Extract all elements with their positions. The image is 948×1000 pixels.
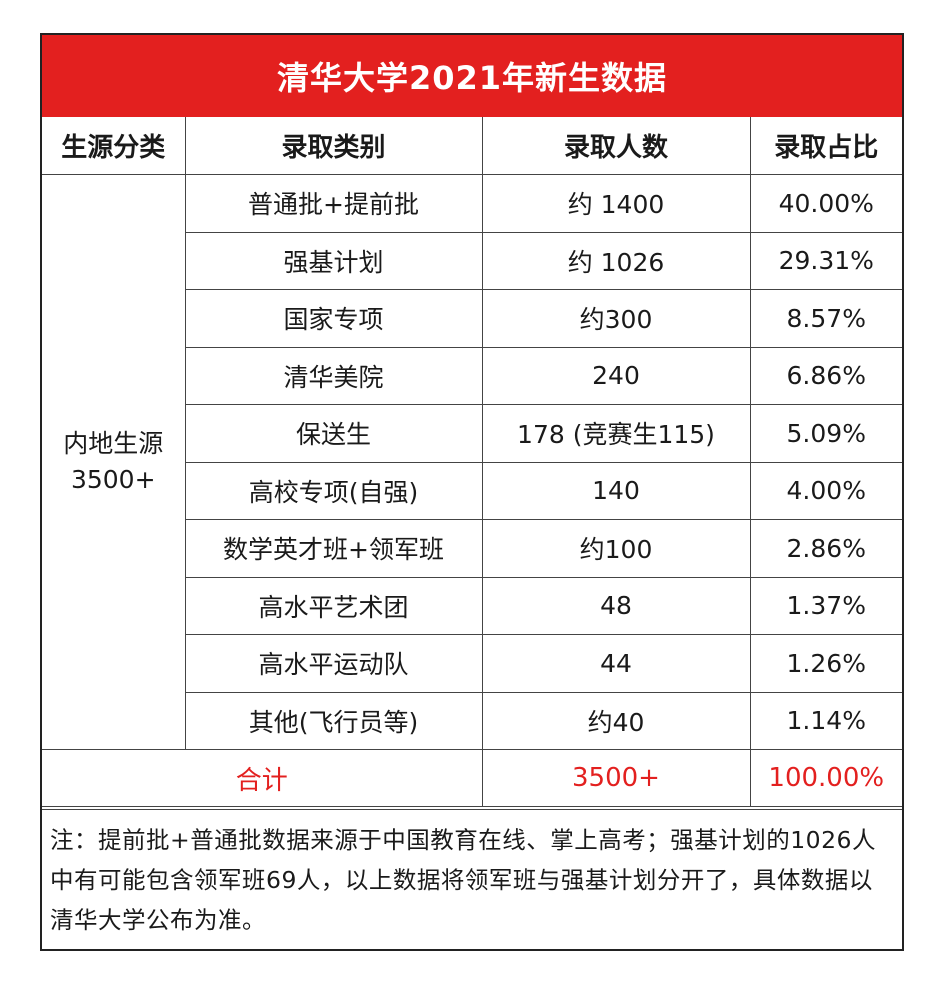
category-cell: 清华美院	[185, 346, 483, 405]
ratio-cell: 40.00%	[749, 174, 902, 233]
category-cell: 保送生	[185, 404, 483, 463]
ratio-cell: 8.57%	[749, 289, 902, 348]
count-cell: 约 1400	[481, 174, 751, 233]
source-group-label: 内地生源	[63, 429, 164, 458]
header-source: 生源分类	[42, 117, 186, 175]
category-cell: 高水平运动队	[185, 634, 483, 693]
header-ratio: 录取占比	[749, 117, 902, 175]
table-row: 数学英才班+领军班 约100 2.86%	[42, 519, 902, 578]
admission-table: 生源分类 录取类别 录取人数 录取占比 内地生源 3500+ 普通批+提前批约 14…	[42, 117, 902, 807]
total-count: 3500+	[481, 749, 751, 807]
category-cell: 国家专项	[185, 289, 483, 348]
table-row: 国家专项 约300 8.57%	[42, 289, 902, 348]
count-cell: 约100	[481, 519, 751, 578]
table-row: 高水平运动队 44 1.26%	[42, 634, 902, 693]
total-label: 合计	[42, 749, 483, 807]
total-row: 合计 3500+ 100.00%	[42, 749, 902, 807]
source-group-count: 3500+	[70, 465, 156, 494]
table-row: 内地生源 3500+ 普通批+提前批约 1400 40.00%	[42, 174, 902, 750]
table-row: 强基计划约 1026 29.31%	[42, 231, 902, 290]
ratio-cell: 1.26%	[749, 634, 902, 693]
category-cell: 数学英才班+领军班	[185, 519, 483, 578]
category-cell: 其他(飞行员等)	[185, 691, 483, 750]
count-cell: 约40	[481, 691, 751, 750]
category-cell: 强基计划	[185, 231, 483, 290]
table-row: 高校专项(自强) 140 4.00%	[42, 461, 902, 520]
footnote: 注：提前批+普通批数据来源于中国教育在线、掌上高考；强基计划的1026人中有可能…	[42, 809, 902, 949]
header-row: 生源分类 录取类别 录取人数 录取占比	[42, 117, 902, 175]
count-cell: 约300	[481, 289, 751, 348]
category-cell: 高校专项(自强)	[185, 461, 483, 520]
category-cell: 高水平艺术团	[185, 576, 483, 635]
ratio-cell: 4.00%	[749, 461, 902, 520]
ratio-cell: 1.37%	[749, 576, 902, 635]
ratio-cell: 1.14%	[749, 691, 902, 750]
count-cell: 240	[481, 346, 751, 405]
table-row: 保送生 178 (竞赛生115) 5.09%	[42, 404, 902, 463]
source-group-cell: 内地生源 3500+	[42, 174, 186, 750]
table-title: 清华大学2021年新生数据	[42, 35, 902, 117]
data-card: 清华大学2021年新生数据 生源分类 录取类别 录取人数 录取占比 内地生源 35…	[40, 33, 904, 951]
count-cell: 约 1026	[481, 231, 751, 290]
table-row: 其他(飞行员等) 约40 1.14%	[42, 691, 902, 750]
category-cell: 普通批+提前批	[184, 174, 483, 233]
ratio-cell: 29.31%	[749, 231, 902, 290]
ratio-cell: 6.86%	[749, 346, 902, 405]
count-cell: 48	[481, 576, 751, 635]
total-ratio: 100.00%	[749, 749, 902, 807]
ratio-cell: 2.86%	[749, 519, 902, 578]
header-category: 录取类别	[184, 117, 483, 175]
count-cell: 178 (竞赛生115)	[481, 404, 751, 463]
table-row: 高水平艺术团 48 1.37%	[42, 576, 902, 635]
count-cell: 44	[481, 634, 751, 693]
count-cell: 140	[481, 461, 751, 520]
header-count: 录取人数	[481, 117, 751, 175]
ratio-cell: 5.09%	[749, 404, 902, 463]
